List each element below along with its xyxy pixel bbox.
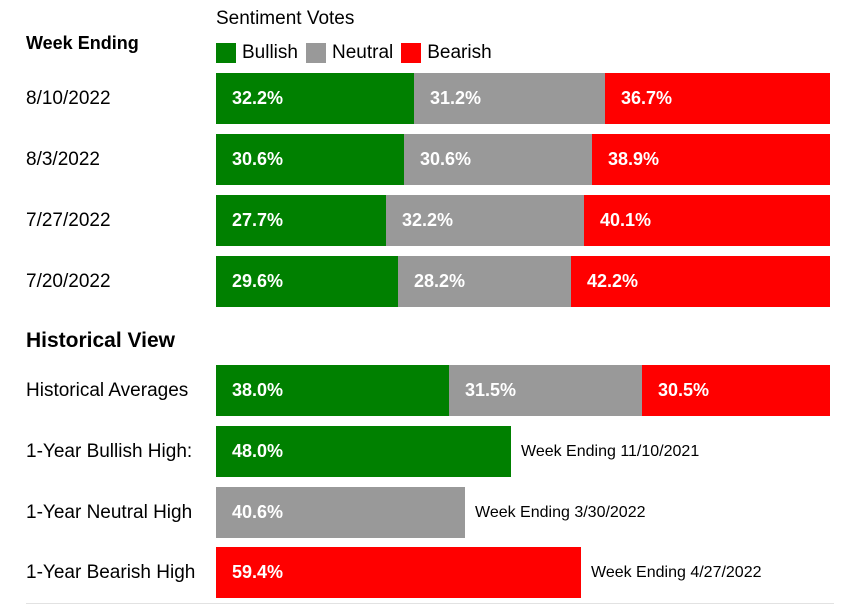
- bearish-high-note: Week Ending 4/27/2022: [591, 564, 762, 581]
- legend-item-bullish: Bullish: [216, 42, 298, 64]
- week-row-3-bullish-value: 27.7%: [232, 210, 284, 230]
- legend: Bullish Neutral Bearish: [216, 41, 500, 65]
- week-row-3-bearish-value: 40.1%: [600, 210, 652, 230]
- week-ending-heading: Week Ending: [26, 33, 139, 53]
- week-row-2-neutral-value: 30.6%: [420, 149, 472, 169]
- bullish-high-value: 48.0%: [232, 441, 284, 461]
- historical-averages-bullish-segment: 38.0%: [216, 365, 449, 416]
- week-row-2-bearish-segment: 38.9%: [592, 134, 830, 185]
- neutral-high-label: 1-Year Neutral High: [26, 502, 193, 523]
- week-row-3-neutral-segment: 32.2%: [386, 195, 584, 246]
- bearish-high-label: 1-Year Bearish High: [26, 562, 196, 583]
- neutral-swatch: [305, 43, 326, 63]
- week-row-2-bar: 30.6% 30.6% 38.9%: [216, 134, 830, 185]
- bullish-high-segment: 48.0%: [216, 426, 511, 477]
- week-row-1-neutral-value: 31.2%: [430, 88, 482, 108]
- neutral-high-value: 40.6%: [232, 502, 284, 522]
- neutral-high-note: Week Ending 3/30/2022: [475, 504, 646, 521]
- week-row-1-bearish-segment: 36.7%: [605, 73, 830, 124]
- week-row-2-bearish-value: 38.9%: [608, 149, 660, 169]
- bearish-high-bar: 59.4%: [216, 547, 830, 598]
- week-row-2-bullish-segment: 30.6%: [216, 134, 404, 185]
- neutral-high-bar: 40.6%: [216, 487, 830, 538]
- historical-averages-bar: 38.0% 31.5% 30.5%: [216, 365, 830, 416]
- week-row-3-bullish-segment: 27.7%: [216, 195, 386, 246]
- legend-item-bearish: Bearish: [401, 42, 492, 64]
- bullish-high-bar: 48.0%: [216, 426, 830, 477]
- week-row-1-bullish-value: 32.2%: [232, 88, 284, 108]
- week-row-4-bullish-value: 29.6%: [232, 271, 284, 291]
- legend-item-neutral: Neutral: [305, 42, 394, 64]
- week-row-4-neutral-value: 28.2%: [414, 271, 466, 291]
- week-row-3-label: 7/27/2022: [26, 210, 111, 231]
- week-row-3-bearish-segment: 40.1%: [584, 195, 830, 246]
- historical-averages-label: Historical Averages: [26, 380, 189, 401]
- week-row-1-bearish-value: 36.7%: [621, 88, 673, 108]
- bearish-swatch: [401, 43, 422, 63]
- week-row-2-neutral-segment: 30.6%: [404, 134, 592, 185]
- bullish-swatch: [216, 43, 236, 63]
- week-row-4-neutral-segment: 28.2%: [398, 256, 571, 307]
- bearish-high-segment: 59.4%: [216, 547, 581, 598]
- week-row-2-bullish-value: 30.6%: [232, 149, 284, 169]
- legend-label-neutral: Neutral: [331, 42, 394, 63]
- historical-averages-bullish-value: 38.0%: [232, 380, 284, 400]
- neutral-high-segment: 40.6%: [216, 487, 465, 538]
- week-row-4-bearish-value: 42.2%: [587, 271, 639, 291]
- historical-averages-bearish-segment: 30.5%: [642, 365, 830, 416]
- week-row-4-bullish-segment: 29.6%: [216, 256, 398, 307]
- week-row-1-label: 8/10/2022: [26, 88, 111, 109]
- legend-label-bullish: Bullish: [242, 42, 298, 63]
- week-row-3-bar: 27.7% 32.2% 40.1%: [216, 195, 830, 246]
- week-row-4-label: 7/20/2022: [26, 271, 111, 292]
- bullish-high-label: 1-Year Bullish High:: [26, 441, 193, 462]
- week-row-3-neutral-value: 32.2%: [402, 210, 454, 230]
- historical-averages-bearish-value: 30.5%: [658, 380, 710, 400]
- legend-label-bearish: Bearish: [427, 42, 492, 63]
- bullish-high-note: Week Ending 11/10/2021: [521, 443, 700, 460]
- bearish-high-value: 59.4%: [232, 562, 284, 582]
- historical-averages-neutral-segment: 31.5%: [449, 365, 642, 416]
- week-row-2-label: 8/3/2022: [26, 149, 100, 170]
- week-row-1-bar: 32.2% 31.2% 36.7%: [216, 73, 830, 124]
- week-row-1-neutral-segment: 31.2%: [414, 73, 605, 124]
- week-row-1-bullish-segment: 32.2%: [216, 73, 414, 124]
- week-row-4-bar: 29.6% 28.2% 42.2%: [216, 256, 830, 307]
- week-row-4-bearish-segment: 42.2%: [571, 256, 830, 307]
- bottom-divider: [26, 603, 834, 604]
- legend-title: Sentiment Votes: [216, 8, 355, 29]
- historical-view-heading: Historical View: [26, 329, 176, 352]
- historical-averages-neutral-value: 31.5%: [465, 380, 517, 400]
